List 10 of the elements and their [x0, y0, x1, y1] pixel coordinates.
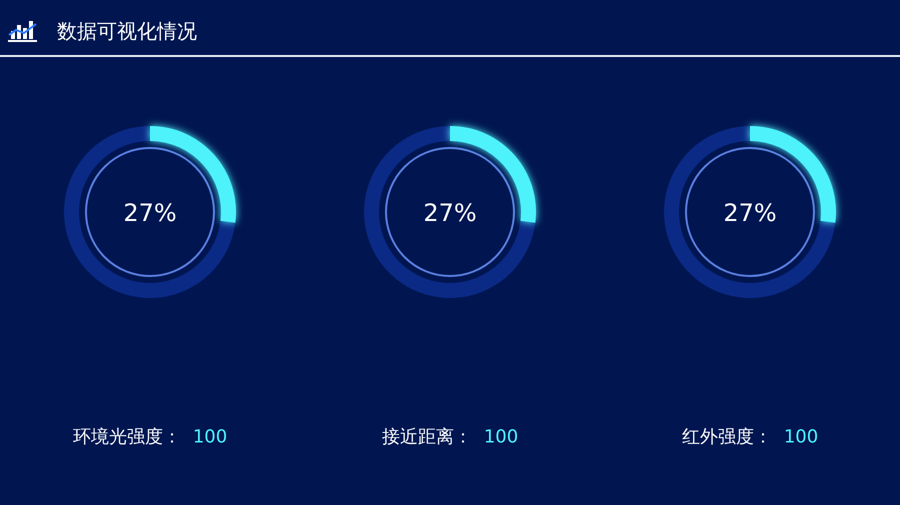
- text: 27%: [723, 199, 777, 227]
- text: 100: [784, 426, 818, 448]
- text: 27%: [423, 199, 477, 227]
- text: 100: [484, 426, 518, 448]
- text: 接近距离：: [382, 426, 472, 448]
- text: 红外强度：: [682, 426, 772, 448]
- text: 环境光强度：: [72, 426, 181, 448]
- text: 27%: [123, 199, 177, 227]
- chart-title: 数据可视化情况: [57, 19, 197, 43]
- text: 100: [192, 426, 228, 448]
